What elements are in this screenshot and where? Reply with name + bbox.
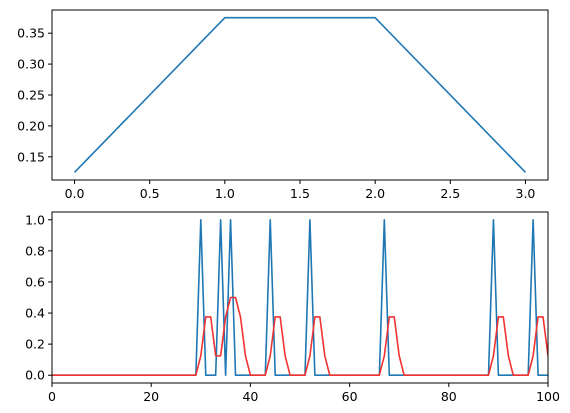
x-tick-label: 2.0: [365, 186, 385, 201]
series-line-1: [73, 16, 527, 173]
y-tick-label: 0.25: [17, 88, 45, 103]
x-tick-label: 40: [242, 389, 258, 404]
x-tick-label: 80: [441, 389, 457, 404]
x-tick-label: 1.0: [215, 186, 235, 201]
y-tick-label: 0.2: [25, 337, 45, 352]
y-tick-label: 0.4: [25, 306, 45, 321]
y-tick-label: 0.20: [17, 118, 45, 133]
x-tick-label: 3.0: [516, 186, 536, 201]
x-tick-label: 60: [342, 389, 358, 404]
y-tick-label: 1.0: [25, 212, 45, 227]
series-line-2: [52, 296, 548, 377]
x-tick-label: 20: [143, 389, 159, 404]
y-tick-label: 0.30: [17, 57, 45, 72]
x-tick-label: 0.5: [140, 186, 160, 201]
x-tick-label: 2.5: [440, 186, 460, 201]
y-tick-label: 0.0: [25, 368, 45, 383]
top-chart: 0.0 0.5 1.0 1.5 2.0 2.5 3.0 0.15 0.20 0.25 0.30 0.3…: [17, 9, 549, 201]
axes-frame: [51, 211, 549, 384]
x-tick-label: 0.0: [65, 186, 85, 201]
bottom-chart: 0 20 40 60 80 100 0.0 0.2 0.4 0.6 0.8 1.0: [25, 211, 560, 404]
y-tick-label: 0.6: [25, 274, 45, 289]
x-tick-label: 0: [48, 389, 56, 404]
x-tick-label: 100: [536, 389, 560, 404]
y-tick-label: 0.8: [25, 243, 45, 258]
plot-area: [73, 16, 527, 173]
y-tick-label: 0.15: [17, 149, 45, 164]
y-tick-label: 0.35: [17, 26, 45, 41]
x-tick-label: 1.5: [290, 186, 310, 201]
plot-area: [52, 218, 548, 377]
